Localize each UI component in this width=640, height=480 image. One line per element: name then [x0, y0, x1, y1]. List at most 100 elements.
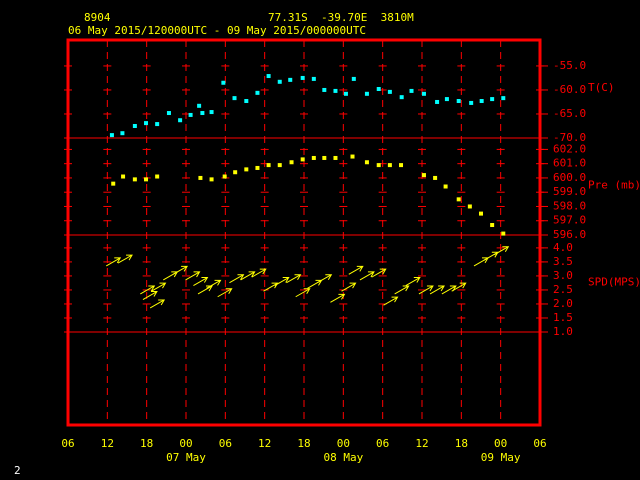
- data-point: [277, 163, 282, 168]
- data-point: [409, 88, 414, 93]
- wind-arrow: [263, 282, 279, 292]
- data-point: [387, 89, 392, 94]
- time-period: 06 May 2015/120000UTC - 09 May 2015/0000…: [68, 24, 366, 37]
- data-point: [444, 97, 449, 102]
- wind-arrow: [193, 277, 209, 286]
- data-point: [333, 88, 338, 93]
- data-point: [311, 155, 316, 160]
- data-point: [421, 173, 426, 178]
- data-point: [469, 100, 474, 105]
- data-point: [198, 175, 203, 180]
- wind-arrow: [348, 265, 364, 275]
- wind-arrow: [383, 296, 399, 306]
- x-tick-label: 06: [376, 437, 389, 450]
- y-tick-label: 3.0: [553, 269, 573, 282]
- data-point: [399, 95, 404, 100]
- x-tick-label: 00: [179, 437, 192, 450]
- y-tick-label: 4.0: [553, 241, 573, 254]
- wind-arrow: [172, 265, 188, 275]
- data-point: [178, 118, 183, 123]
- y-tick-label: -65.0: [553, 107, 586, 120]
- wind-arrow: [149, 299, 166, 309]
- data-point: [435, 99, 440, 104]
- x-tick-label: 12: [415, 437, 428, 450]
- wind-arrow: [151, 282, 167, 292]
- panel-label: T(C): [588, 81, 615, 94]
- data-point: [155, 174, 160, 179]
- data-point: [233, 170, 238, 175]
- data-point: [300, 75, 305, 80]
- y-tick-label: 600.0: [553, 171, 586, 184]
- x-tick-label: 06: [533, 437, 546, 450]
- y-tick-label: 2.0: [553, 297, 573, 310]
- data-point: [197, 103, 202, 108]
- x-tick-label: 12: [258, 437, 271, 450]
- wind-arrow: [251, 268, 267, 278]
- x-tick-label: 12: [101, 437, 114, 450]
- wind-arrow: [140, 285, 156, 295]
- data-point: [364, 91, 369, 96]
- page-number: 2: [14, 464, 21, 477]
- data-point: [376, 163, 381, 168]
- data-point: [222, 174, 227, 179]
- data-point: [221, 80, 226, 85]
- data-point: [456, 197, 461, 202]
- data-point: [109, 133, 114, 138]
- panel-label: Pre (mb): [588, 179, 640, 192]
- data-point: [443, 184, 448, 189]
- data-point: [255, 165, 260, 170]
- data-point: [132, 177, 137, 182]
- wind-arrow: [371, 268, 387, 278]
- wind-arrow: [274, 277, 290, 286]
- wind-arrow: [341, 282, 357, 292]
- data-point: [351, 76, 356, 81]
- y-tick-label: 2.5: [553, 283, 573, 296]
- y-tick-label: 599.0: [553, 185, 586, 198]
- wind-arrow: [441, 285, 457, 295]
- data-point: [350, 154, 355, 159]
- wind-arrow: [405, 277, 421, 286]
- wind-arrow: [229, 274, 245, 284]
- station-id: 8904: [84, 11, 111, 24]
- data-point: [300, 157, 305, 162]
- station-location: 77.31S -39.70E 3810M: [268, 11, 414, 24]
- wind-arrow: [206, 279, 222, 289]
- y-tick-label: -70.0: [553, 131, 586, 144]
- wind-arrow: [105, 257, 122, 267]
- data-point: [479, 99, 484, 104]
- x-tick-label: 18: [297, 437, 310, 450]
- wind-arrow: [494, 246, 510, 256]
- data-point: [209, 110, 214, 115]
- y-tick-label: 3.5: [553, 255, 573, 268]
- y-tick-label: -60.0: [553, 83, 586, 96]
- data-point: [266, 74, 271, 79]
- data-point: [322, 155, 327, 160]
- wind-arrow: [185, 271, 201, 281]
- data-point: [155, 122, 160, 127]
- data-point: [244, 167, 249, 172]
- data-point: [501, 96, 506, 101]
- wind-arrow: [240, 271, 256, 281]
- panel-label: SPD(MPS): [588, 276, 640, 289]
- x-tick-label: 06: [61, 437, 74, 450]
- data-point: [501, 231, 506, 236]
- data-point: [144, 121, 149, 126]
- data-point: [399, 163, 404, 168]
- wind-arrow: [142, 291, 158, 300]
- data-point: [387, 163, 392, 168]
- data-point: [288, 77, 293, 82]
- data-point: [311, 76, 316, 81]
- wind-arrow: [197, 285, 213, 295]
- data-point: [111, 181, 116, 186]
- data-point: [209, 177, 214, 182]
- data-point: [144, 177, 149, 182]
- wind-arrow: [418, 285, 434, 295]
- data-point: [188, 112, 193, 117]
- data-point: [479, 211, 483, 216]
- y-tick-label: 597.0: [553, 214, 586, 227]
- y-tick-label: 602.0: [553, 142, 586, 155]
- data-point: [255, 90, 260, 95]
- y-tick-label: 596.0: [553, 228, 586, 241]
